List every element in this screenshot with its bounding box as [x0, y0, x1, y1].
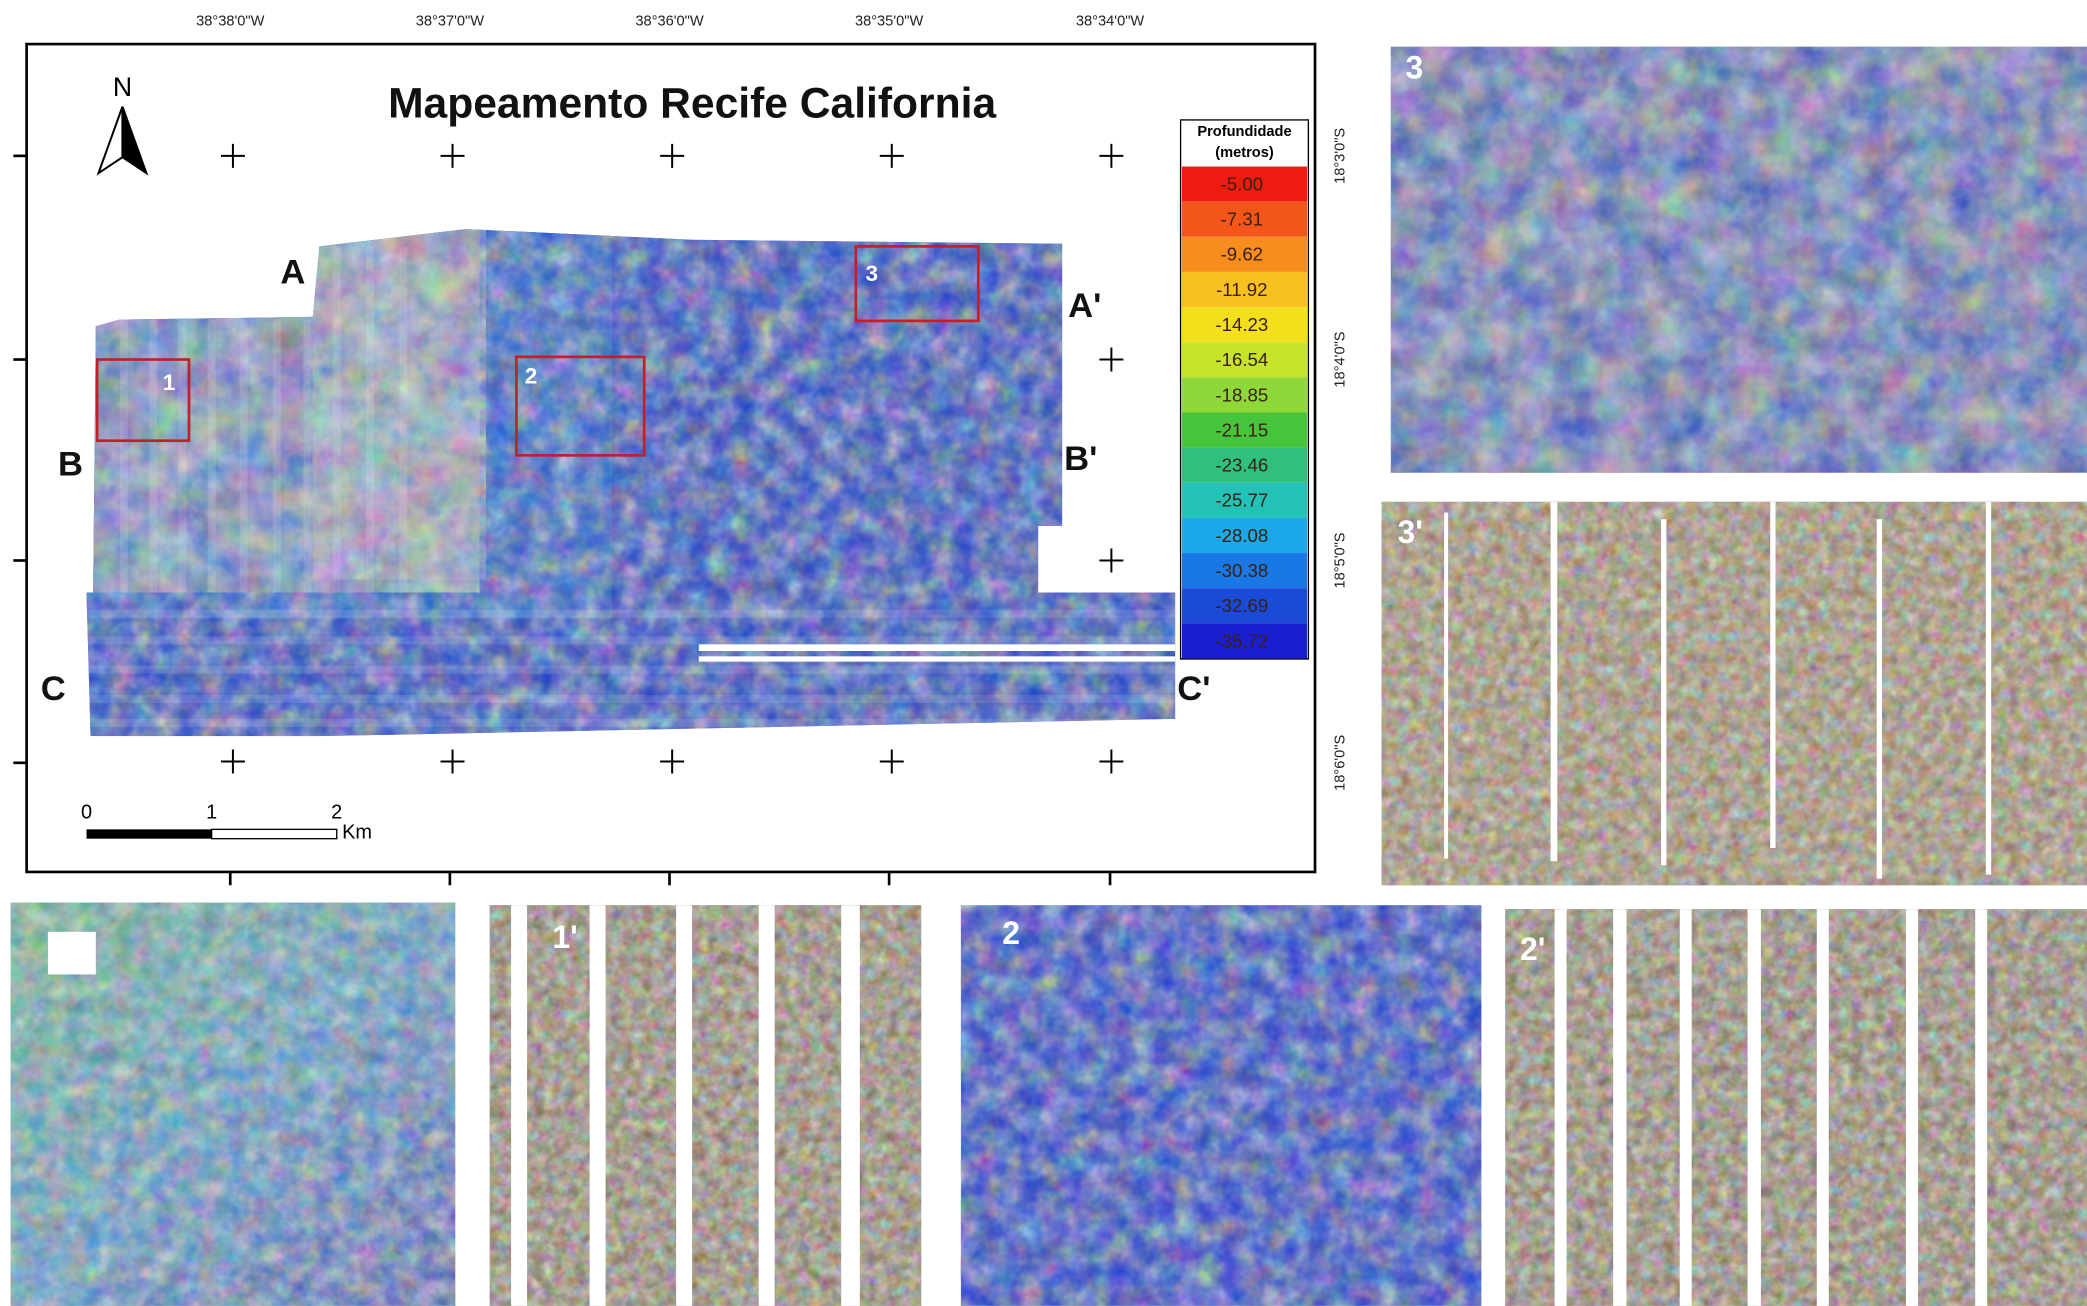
latitude-label: 18°6'0"S [1332, 735, 1348, 791]
legend-label: -16.54 [1215, 349, 1268, 370]
inset-boxes [95, 245, 980, 457]
graticule-cross [440, 143, 465, 168]
graticule-cross [660, 143, 685, 168]
legend-swatch [1181, 166, 1308, 202]
profile-label: B' [1064, 440, 1097, 478]
scale-label: 1 [206, 802, 217, 824]
legend-label: -28.08 [1215, 525, 1268, 546]
legend-unit: (metros) [1215, 145, 1274, 161]
scale-bar [86, 828, 338, 840]
graticule: 38°38'0"W 38°37'0"W 38°36'0"W 38°35'0"W 38°3… [13, 13, 1348, 886]
panel-1 [10, 902, 456, 1306]
longitude-label: 38°36'0"W [635, 13, 704, 29]
legend-swatch [1181, 236, 1308, 272]
profile-label: C [41, 670, 66, 708]
map-title: Mapeamento Recife California [388, 79, 996, 127]
profile-label: A [280, 254, 305, 292]
panel-1-prime [489, 905, 922, 1306]
longitude-label: 38°35'0"W [855, 13, 924, 29]
legend-label: -21.15 [1215, 419, 1268, 440]
legend-label: -14.23 [1215, 314, 1268, 335]
inset-label: 1 [163, 370, 176, 395]
latitude-label: 18°4'0"S [1332, 331, 1348, 387]
legend-swatch [1181, 447, 1308, 483]
legend-swatch [1181, 271, 1308, 308]
legend-title: Profundidade [1197, 124, 1291, 140]
legend-swatch [1181, 307, 1308, 343]
panel-label: 3 [1406, 50, 1424, 86]
profile-label: B [58, 445, 83, 483]
longitude-label: 38°37'0"W [416, 13, 485, 29]
graticule-cross [1099, 749, 1124, 774]
legend-label: -32.69 [1215, 595, 1268, 616]
graticule-cross [220, 749, 245, 774]
legend-label: -9.62 [1221, 244, 1263, 265]
panel-label: 2' [1520, 931, 1545, 967]
legend-label: -7.31 [1221, 209, 1263, 230]
profile-label: A' [1068, 287, 1101, 325]
graticule-cross [1099, 347, 1124, 372]
legend-label: -18.85 [1215, 384, 1268, 405]
graticule-cross [220, 143, 245, 168]
legend-swatch [1181, 377, 1308, 413]
legend-label: -30.38 [1215, 560, 1268, 581]
north-arrow [96, 106, 149, 176]
legend-swatch [1181, 342, 1308, 378]
legend-label: -35,72 [1215, 630, 1268, 651]
panel-3 [1390, 46, 2087, 473]
legend-label: -23.46 [1215, 455, 1268, 476]
graticule-cross [1099, 143, 1124, 168]
legend-swatch [1181, 517, 1308, 554]
inset-label: 3 [866, 261, 879, 286]
legend-label: -11.92 [1216, 279, 1267, 300]
panel-label: 1' [552, 919, 577, 955]
legend-swatch [1181, 553, 1308, 589]
panel-2 [960, 905, 1482, 1306]
panel-label: 2 [1002, 915, 1020, 951]
legend-swatch [1181, 201, 1308, 237]
scale-label: 2 [331, 802, 342, 824]
longitude-label: 38°34'0"W [1076, 13, 1145, 29]
longitude-label: 38°38'0"W [196, 13, 265, 29]
legend-label: -5.00 [1221, 173, 1263, 194]
graticule-cross [879, 143, 904, 168]
graticule-cross [879, 749, 904, 774]
legend-swatch [1181, 623, 1308, 659]
panel-2-prime [1505, 909, 2087, 1306]
north-label: N [113, 72, 132, 102]
graticule-cross [440, 749, 465, 774]
legend-items: -5.00 -7.31 -9.62 -11.92 -14.23 -16.54 -18.85 -… [1181, 166, 1308, 659]
panel-label: 3' [1398, 514, 1423, 550]
legend-swatch [1181, 588, 1308, 624]
scale-unit: Km [342, 822, 372, 844]
scale-label: 0 [81, 802, 92, 824]
latitude-label: 18°3'0"S [1332, 128, 1348, 184]
graticule-cross [1099, 548, 1124, 573]
legend-swatch [1181, 412, 1308, 448]
panel-3-prime [1381, 501, 2087, 886]
latitude-label: 18°5'0"S [1332, 532, 1348, 588]
legend-label: -25.77 [1215, 490, 1268, 511]
profile-label: C' [1177, 670, 1210, 708]
legend-swatch [1181, 482, 1308, 518]
inset-label: 2 [525, 363, 538, 388]
panel-label: 1 [63, 936, 81, 972]
graticule-cross [660, 749, 685, 774]
